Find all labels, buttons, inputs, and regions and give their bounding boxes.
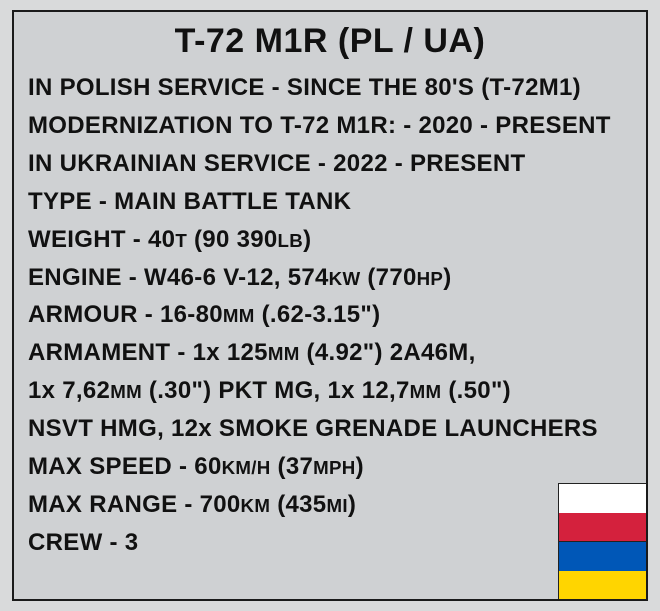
spec-line-armament3: NSVT HMG, 12x SMOKE GRENADE LAUNCHERS xyxy=(28,410,632,448)
unit: LB xyxy=(278,230,304,251)
flag-poland xyxy=(558,483,646,541)
flag-stripe-top xyxy=(559,484,646,513)
text: MAX RANGE - 700 xyxy=(28,491,241,518)
text: MODERNIZATION TO T-72 M1R: - 2020 - PRES… xyxy=(28,112,611,139)
text: ) xyxy=(348,491,356,518)
flag-stripe-top xyxy=(559,542,646,571)
text: ARMAMENT - 1x 125 xyxy=(28,339,268,366)
text: (.50") xyxy=(441,377,511,404)
spec-line: TYPE - MAIN BATTLE TANK xyxy=(28,183,632,221)
card-title: T-72 M1R (PL / UA) xyxy=(28,22,632,61)
text: MAX SPEED - 60 xyxy=(28,453,222,480)
unit: MPH xyxy=(313,457,355,478)
spec-card: T-72 M1R (PL / UA) IN POLISH SERVICE - S… xyxy=(12,10,648,601)
text: (.62-3.15") xyxy=(255,301,381,328)
spec-line-speed: MAX SPEED - 60KM/H (37MPH) xyxy=(28,448,632,486)
text: CREW - 3 xyxy=(28,529,138,556)
unit: MM xyxy=(110,381,142,402)
spec-line-range: MAX RANGE - 700KM (435MI) xyxy=(28,486,632,524)
text: (770 xyxy=(360,264,416,291)
unit: MM xyxy=(268,343,300,364)
spec-line-armament2: 1x 7,62MM (.30") PKT MG, 1x 12,7MM (.50"… xyxy=(28,372,632,410)
text: ) xyxy=(443,264,451,291)
spec-line: IN POLISH SERVICE - SINCE THE 80'S (T-72… xyxy=(28,69,632,107)
text: ENGINE - W46-6 V-12, 574 xyxy=(28,264,329,291)
spec-line-crew: CREW - 3 xyxy=(28,524,632,562)
flag-stripe-bottom xyxy=(559,571,646,600)
text: (.30") PKT MG, 1x 12,7 xyxy=(142,377,410,404)
unit: MM xyxy=(223,305,255,326)
spec-line: MODERNIZATION TO T-72 M1R: - 2020 - PRES… xyxy=(28,107,632,145)
spec-line: IN UKRAINIAN SERVICE - 2022 - PRESENT xyxy=(28,145,632,183)
flag-ukraine xyxy=(558,541,646,599)
text: (4.92") 2A46M, xyxy=(300,339,476,366)
text: IN UKRAINIAN SERVICE - 2022 - PRESENT xyxy=(28,150,525,177)
text: NSVT HMG, 12x SMOKE GRENADE LAUNCHERS xyxy=(28,415,598,442)
flags-container xyxy=(558,483,646,599)
spec-line-armour: ARMOUR - 16-80MM (.62-3.15") xyxy=(28,296,632,334)
text: (90 390 xyxy=(187,226,277,253)
unit: T xyxy=(175,230,187,251)
unit: MM xyxy=(410,381,442,402)
text: (37 xyxy=(271,453,314,480)
text: WEIGHT - 40 xyxy=(28,226,175,253)
spec-line-weight: WEIGHT - 40T (90 390LB) xyxy=(28,221,632,259)
text: ) xyxy=(356,453,364,480)
unit: HP xyxy=(417,268,444,289)
unit: KW xyxy=(329,268,361,289)
unit: MI xyxy=(326,495,347,516)
unit: KM/H xyxy=(222,457,271,478)
spec-line-engine: ENGINE - W46-6 V-12, 574KW (770HP) xyxy=(28,259,632,297)
text: ) xyxy=(303,226,311,253)
text: 1x 7,62 xyxy=(28,377,110,404)
text: IN POLISH SERVICE - SINCE THE 80'S (T-72… xyxy=(28,74,581,101)
text: TYPE - MAIN BATTLE TANK xyxy=(28,188,351,215)
unit: KM xyxy=(241,495,271,516)
spec-line-armament: ARMAMENT - 1x 125MM (4.92") 2A46M, xyxy=(28,334,632,372)
text: (435 xyxy=(270,491,326,518)
flag-stripe-bottom xyxy=(559,513,646,542)
text: ARMOUR - 16-80 xyxy=(28,301,223,328)
